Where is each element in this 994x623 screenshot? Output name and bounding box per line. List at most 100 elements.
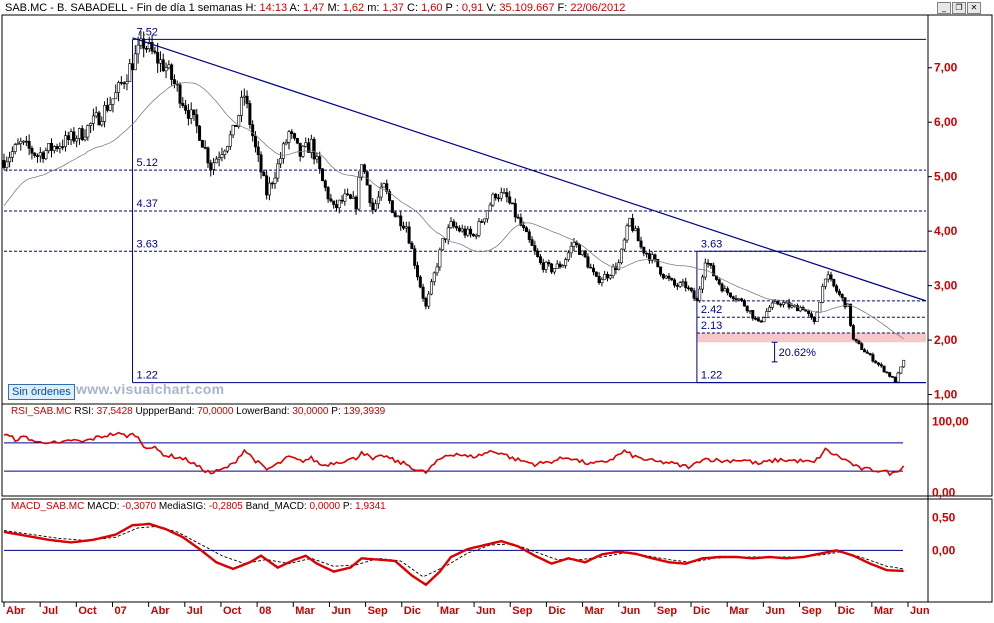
candle-body: [896, 372, 900, 383]
candle-body: [469, 228, 473, 235]
candle-body: [22, 140, 26, 143]
candle-body: [804, 309, 808, 312]
candle-body: [133, 53, 137, 71]
header-field-value: -0,3070: [122, 501, 157, 512]
header-field-label: MACD:: [87, 501, 123, 512]
candle-body: [695, 298, 699, 301]
candle-body: [131, 63, 135, 71]
candle-body: [321, 168, 325, 182]
candle-body: [765, 311, 769, 318]
candle-body: [334, 204, 338, 209]
candle-body: [267, 182, 271, 196]
measure-label: 20.62%: [779, 347, 817, 359]
rsi-panel[interactable]: 100,00 0,00: [3, 415, 969, 500]
header-field-label: F:: [554, 2, 571, 14]
candle-body: [768, 306, 772, 312]
macd-line: [3, 522, 904, 587]
candle-body: [371, 202, 375, 211]
candle-body: [111, 98, 115, 105]
candle-body: [603, 273, 607, 280]
candle-body: [569, 245, 573, 254]
candle-body: [393, 212, 397, 217]
header-field-value: 70,0000: [197, 406, 234, 417]
candle-body: [533, 245, 537, 252]
candle-body: [583, 250, 587, 258]
fib-level-label: 2.42: [701, 304, 722, 316]
candle-body: [888, 372, 892, 377]
candle-body: [164, 67, 168, 72]
x-tick-label: Mar: [585, 605, 605, 617]
candle-body: [754, 318, 758, 320]
candle-body: [851, 325, 855, 340]
candle-body: [382, 183, 386, 188]
candle-body: [446, 227, 450, 241]
candle-body: [868, 353, 872, 355]
y-tick-label: 4,00: [934, 224, 958, 238]
header-field-value: 1,9341: [355, 501, 386, 512]
candle-body: [58, 146, 62, 149]
header-field-label: P:: [328, 406, 344, 417]
orders-status-label: Sin órdenes: [12, 386, 71, 398]
candle-body: [555, 263, 559, 269]
orders-status-button[interactable]: Sin órdenes: [8, 384, 75, 400]
candle-body: [751, 310, 755, 319]
candle-body: [594, 271, 598, 277]
header-field-label: P :: [442, 2, 462, 14]
candle-body: [723, 288, 727, 292]
candle-body: [360, 164, 364, 178]
header-field-label: P:: [340, 501, 356, 512]
candle-body: [63, 135, 67, 148]
header-field-label: C:: [403, 2, 422, 14]
candle-body: [770, 302, 774, 308]
candle-body: [860, 343, 864, 351]
rsi-line: [3, 431, 905, 477]
candle-body: [438, 249, 442, 268]
macd-signal-line: [3, 526, 904, 578]
candle-body: [147, 42, 151, 49]
candle-body: [684, 281, 688, 289]
x-tick-label: Dic: [693, 605, 710, 617]
candle-body: [144, 48, 148, 50]
candle-body: [136, 44, 140, 55]
candle-body: [368, 184, 372, 204]
x-tick-label: Sep: [802, 605, 822, 617]
header-field-value: -0,2805: [208, 501, 243, 512]
candle-body: [103, 105, 107, 122]
candle-body: [234, 125, 238, 127]
header-field-label: M:: [324, 2, 343, 14]
candle-body: [388, 191, 392, 201]
candle-body: [150, 42, 154, 52]
candle-body: [491, 193, 495, 206]
candle-body: [2, 160, 6, 168]
x-tick-label: Sep: [512, 605, 532, 617]
candle-body: [779, 303, 783, 306]
candle-body: [639, 240, 643, 248]
candle-body: [879, 364, 883, 367]
candle-body: [580, 250, 584, 255]
candle-body: [787, 301, 791, 308]
candle-body: [589, 266, 593, 269]
candle-body: [745, 305, 749, 312]
candle-body: [5, 161, 9, 168]
rsi-tick-label: 100,00: [932, 415, 969, 429]
restore-button[interactable]: ❐: [952, 2, 966, 14]
candle-body: [385, 183, 389, 192]
minimize-button[interactable]: _: [937, 2, 951, 14]
fib-level-label: 2.13: [701, 320, 722, 332]
candle-body: [72, 131, 76, 142]
trendline: [132, 37, 927, 302]
candle-body: [77, 128, 81, 139]
fib-level-label: 3.63: [701, 238, 722, 250]
x-tick-label: Dic: [548, 605, 565, 617]
close-button[interactable]: ✕: [967, 2, 981, 14]
macd-panel[interactable]: 0,50 0,00: [3, 510, 956, 587]
candle-body: [125, 81, 129, 85]
candle-body: [600, 279, 604, 284]
candle-body: [198, 125, 202, 141]
candle-body: [505, 192, 509, 198]
candle-body: [494, 193, 498, 199]
candle-body: [449, 221, 453, 229]
price-panel[interactable]: 7.52 5.12 4.37 3.63 1.22 3.63 2.42 2.13 1.22 20.6…: [2, 26, 958, 402]
candle-body: [742, 300, 746, 307]
